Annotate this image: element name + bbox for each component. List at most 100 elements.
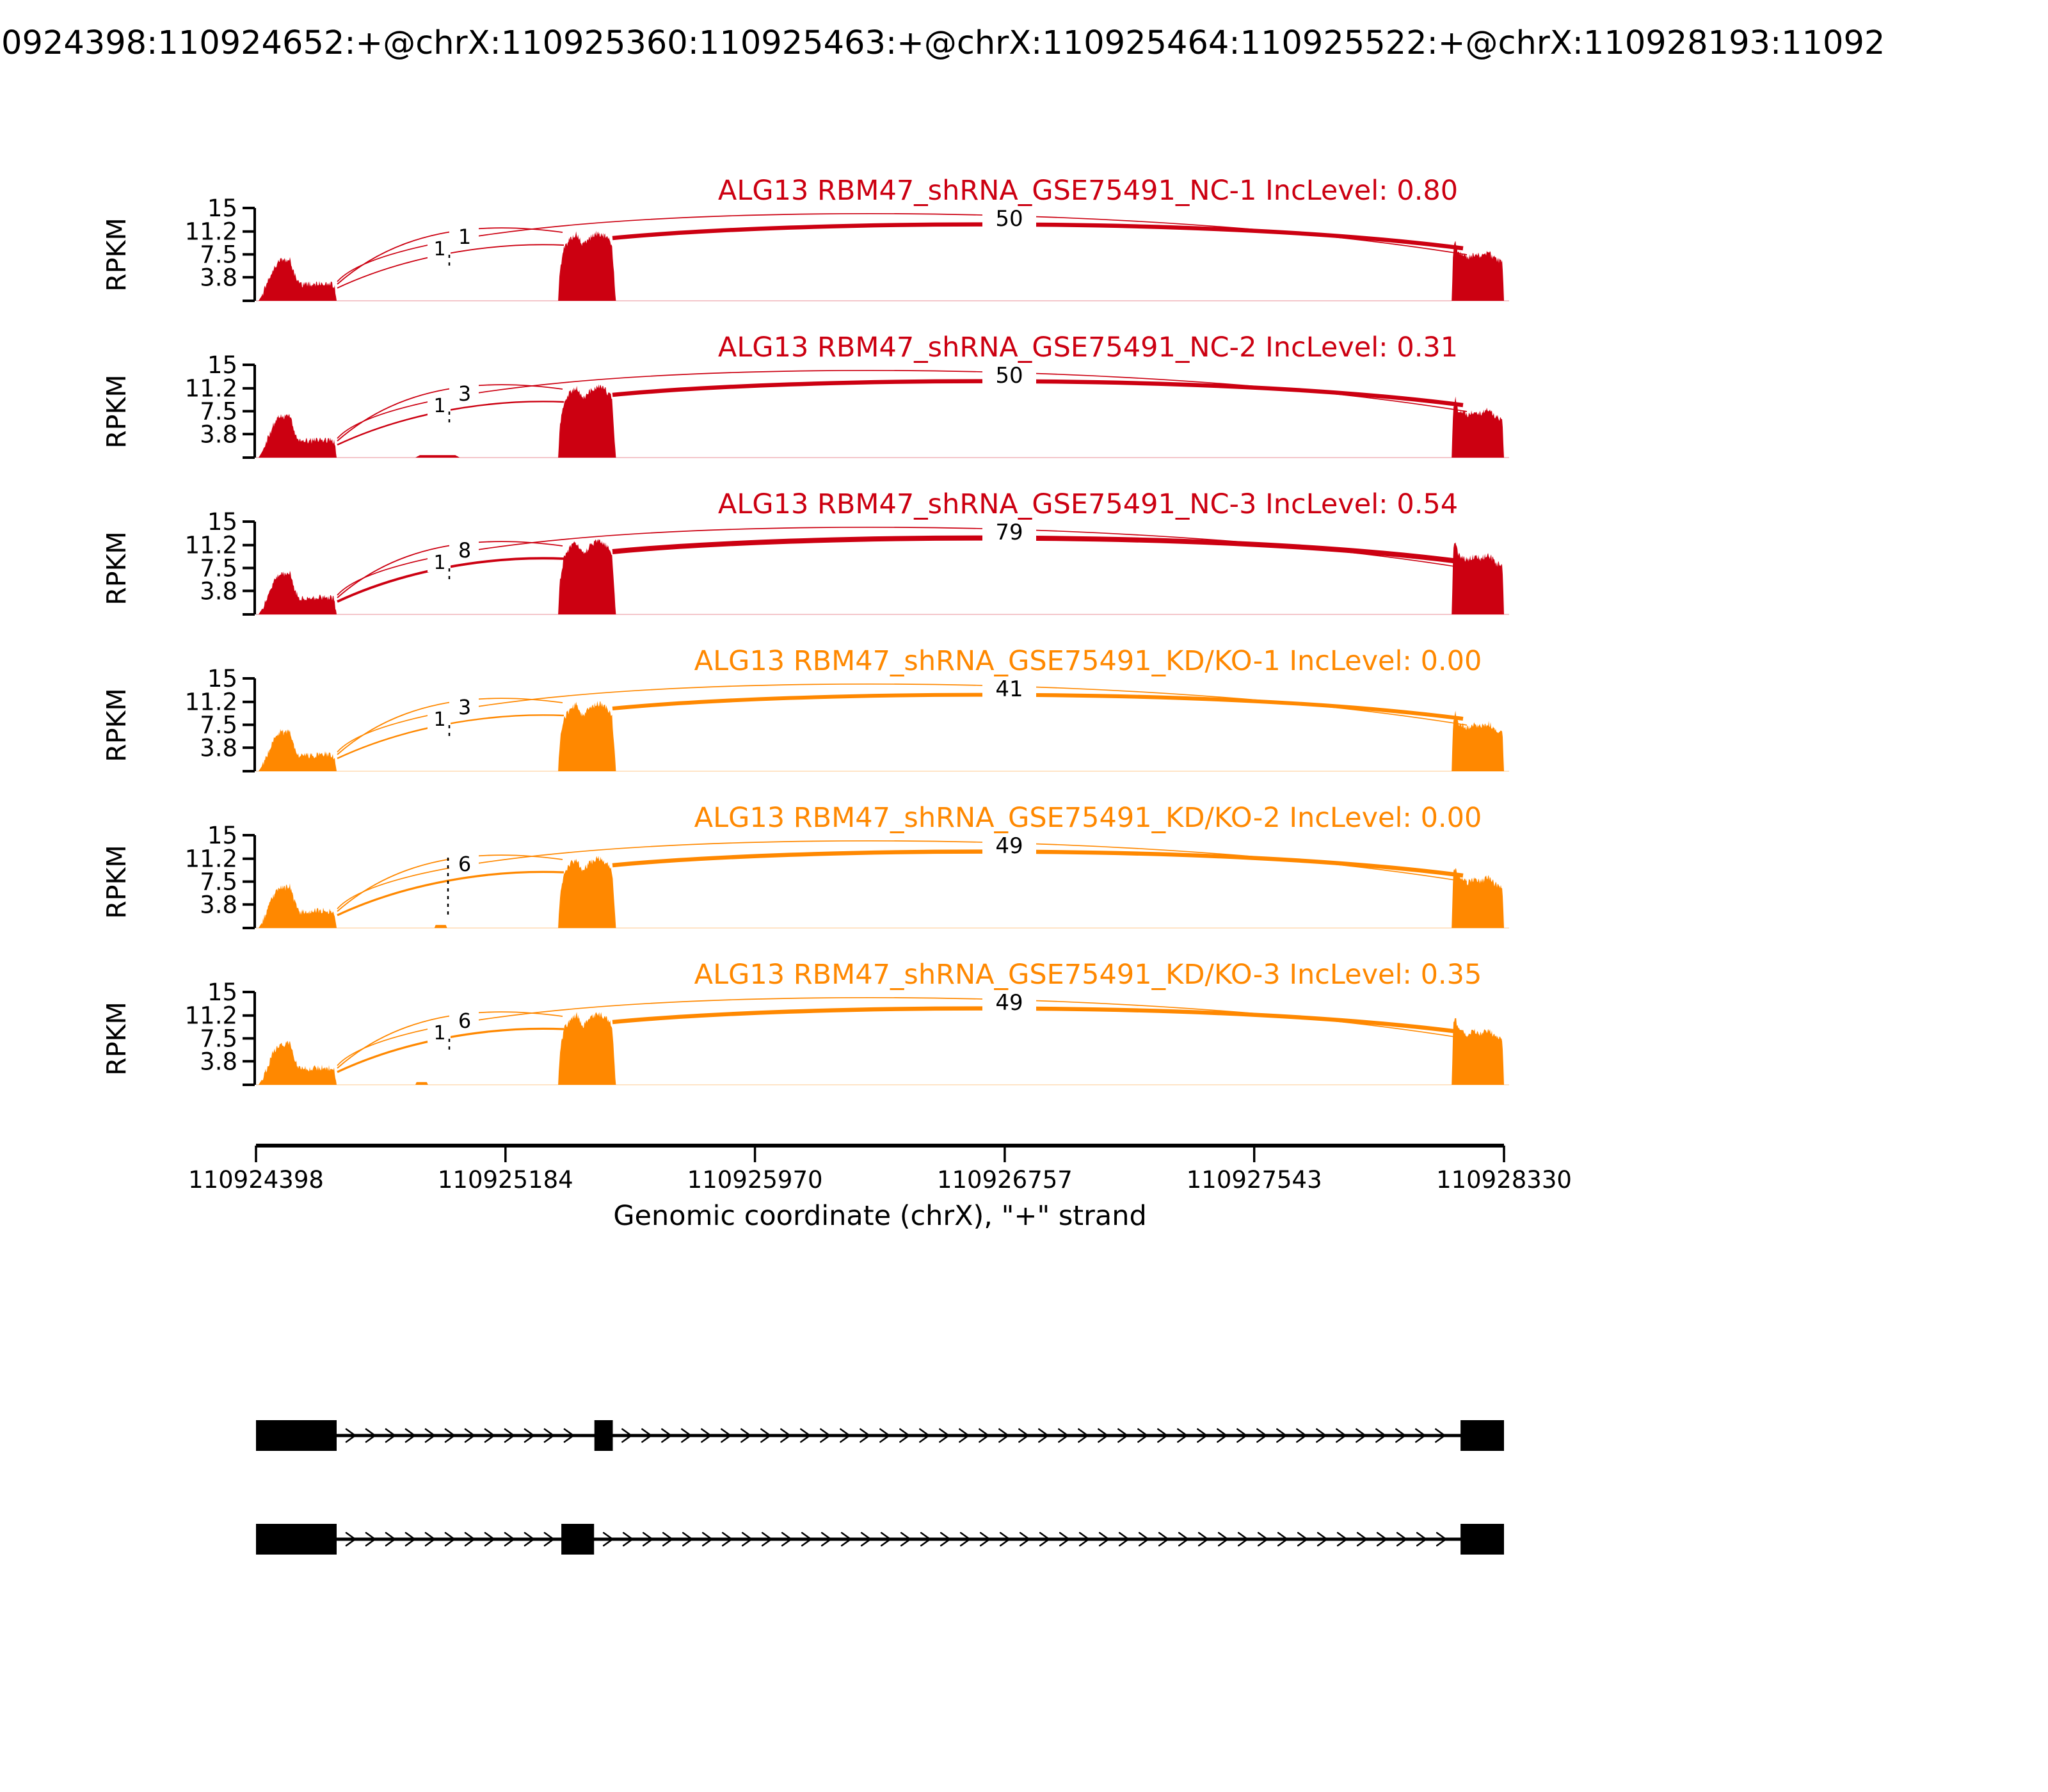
y-tick-label: 11.2 (185, 1002, 237, 1030)
exon-box (594, 1420, 613, 1451)
strand-arrows (621, 1428, 1446, 1443)
label-box (449, 1009, 479, 1031)
x-axis: 110924398 110925184 110925970 110926757 1109… (188, 1144, 1572, 1232)
label-box (428, 553, 451, 572)
junction-arc-downstream (612, 379, 1464, 408)
y-axis (243, 364, 256, 459)
junction-count-downstream: 41 (995, 676, 1023, 702)
track-title: ALG13 RBM47_shRNA_GSE75491_KD/KO-2 IncLe… (694, 802, 1482, 834)
y-tick-label: 15 (207, 822, 237, 849)
label-box (428, 239, 451, 259)
junction-count-minor: 1 (433, 238, 445, 260)
track-title: ALG13 RBM47_shRNA_GSE75491_NC-1 IncLevel… (718, 175, 1458, 207)
coverage-exon2 (558, 1012, 616, 1085)
coverage-exon2 (558, 856, 616, 928)
label-box (982, 206, 1036, 230)
y-tick-label: 3.8 (200, 577, 237, 605)
junction-arc-downstream (612, 692, 1464, 721)
junction-count-upstream: 1 (458, 225, 471, 249)
y-axis-title: RPKM (101, 531, 132, 605)
gene-model (256, 1420, 1504, 1555)
coverage-exon2 (558, 230, 616, 301)
coverage-exon1 (259, 728, 337, 771)
label-box (449, 225, 479, 247)
junction-count-downstream: 50 (995, 363, 1023, 388)
y-tick-label: 15 (207, 195, 237, 222)
junction-count-downstream: 49 (995, 833, 1023, 859)
y-tick-label: 3.8 (200, 420, 237, 448)
y-tick-label: 11.2 (185, 845, 237, 873)
junction-count-upstream: 3 (458, 695, 471, 719)
coverage-exon2 (558, 539, 616, 614)
y-tick-label: 7.5 (200, 555, 237, 582)
event-id-title: 0924398:110924652:+@chrX:110925360:11092… (1, 24, 1885, 62)
y-tick-label: 3.8 (200, 891, 237, 918)
junction-arc-skipping (337, 370, 1468, 439)
x-axis-title: Genomic coordinate (chrX), "+" strand (613, 1200, 1147, 1232)
coverage-exon1 (259, 257, 337, 301)
label-box (428, 1023, 451, 1043)
junction-arc-downstream (612, 222, 1464, 251)
junction-count-upstream: 6 (458, 1009, 471, 1033)
x-tick-label: 110927543 (1187, 1166, 1322, 1194)
coverage-exon3 (1452, 710, 1504, 771)
coverage-exon3 (1452, 868, 1504, 928)
transcript-1 (256, 1420, 1504, 1451)
junction-count-minor: 1 (433, 552, 445, 574)
junction-arc-upstream (337, 870, 564, 916)
label-box (982, 833, 1036, 858)
coverage-minor (415, 455, 460, 458)
y-tick-label: 7.5 (200, 398, 237, 426)
x-tick-label: 110928330 (1436, 1166, 1572, 1194)
y-tick-label: 15 (207, 979, 237, 1006)
coverage-exon3 (1452, 241, 1504, 301)
coverage-exon1 (259, 570, 337, 614)
y-tick-label: 3.8 (200, 734, 237, 762)
track-title: ALG13 RBM47_shRNA_GSE75491_KD/KO-3 IncLe… (694, 959, 1482, 991)
label-box (449, 539, 479, 561)
strand-arrows (602, 1532, 1448, 1547)
junction-arc-skipping (337, 213, 1468, 282)
label-box (982, 363, 1036, 387)
y-axis-title: RPKM (101, 374, 132, 448)
label-box (428, 396, 451, 415)
track-title: ALG13 RBM47_shRNA_GSE75491_KD/KO-1 IncLe… (694, 645, 1482, 677)
junction-count-downstream: 49 (995, 990, 1023, 1016)
y-axis-title: RPKM (101, 1002, 132, 1075)
junction-count-upstream: 6 (458, 852, 471, 876)
y-tick-label: 11.2 (185, 218, 237, 246)
label-box (982, 990, 1036, 1014)
y-axis (243, 207, 256, 302)
y-axis-title: RPKM (101, 845, 132, 918)
track-title: ALG13 RBM47_shRNA_GSE75491_NC-3 IncLevel… (718, 488, 1458, 520)
y-tick-label: 7.5 (200, 1025, 237, 1053)
exon-box (256, 1420, 337, 1451)
exon-box (561, 1524, 595, 1555)
junction-arc-downstream (612, 535, 1464, 564)
coverage-exon2 (558, 384, 616, 458)
y-tick-label: 15 (207, 351, 237, 379)
coverage-exon3 (1452, 542, 1504, 614)
y-axis-title: RPKM (101, 218, 132, 291)
coverage-exon1 (259, 1041, 337, 1085)
junction-arc-downstream (612, 1006, 1464, 1035)
y-tick-label: 3.8 (200, 1048, 237, 1075)
junction-count-downstream: 50 (995, 206, 1023, 232)
junction-count-minor: 1 (433, 708, 445, 731)
y-tick-label: 7.5 (200, 868, 237, 896)
junction-arc-skipping (337, 997, 1468, 1066)
transcript-2 (256, 1524, 1504, 1555)
x-tick-label: 110925184 (438, 1166, 573, 1194)
y-tick-label: 7.5 (200, 241, 237, 269)
y-tick-label: 11.2 (185, 532, 237, 559)
y-tick-label: 7.5 (200, 712, 237, 739)
y-axis (243, 520, 256, 616)
track-title: ALG13 RBM47_shRNA_GSE75491_NC-2 IncLevel… (718, 332, 1458, 364)
junction-arc-skipping (337, 840, 1468, 909)
y-tick-label: 11.2 (185, 375, 237, 403)
